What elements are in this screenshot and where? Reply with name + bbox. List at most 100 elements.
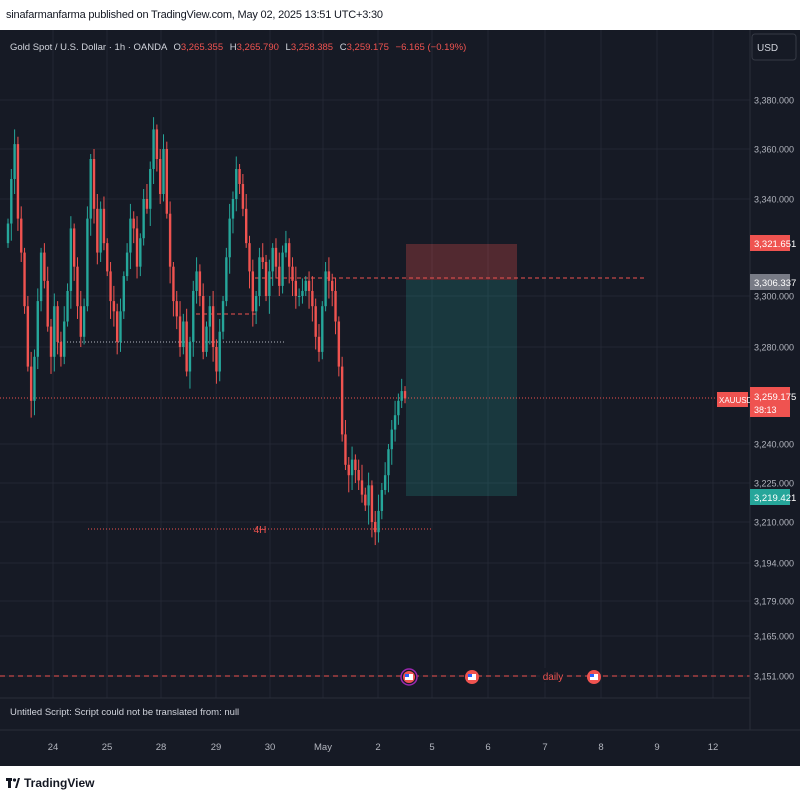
candle-body	[112, 301, 116, 312]
y-tick-label: 3,179.000	[754, 597, 794, 607]
candle-body	[284, 243, 288, 253]
stop-loss-zone[interactable]	[406, 244, 517, 280]
candle-body	[377, 510, 380, 533]
legend-symbol: Gold Spot / U.S. Dollar · 1h · OANDA	[10, 42, 168, 53]
y-tick-label: 3,240.000	[754, 440, 794, 450]
candle-body	[268, 271, 271, 296]
candle-body	[254, 296, 258, 312]
y-tick-label: 3,210.000	[754, 518, 794, 528]
symbol-price-tag: XAUUSD	[717, 392, 753, 407]
candle-body	[39, 252, 43, 302]
candle-body	[235, 169, 238, 199]
candle-body	[387, 449, 390, 476]
legend-high: 3,265.790	[237, 42, 279, 53]
candle-body	[297, 296, 301, 297]
legend-open-label: O	[173, 42, 180, 53]
svg-text:38:13: 38:13	[754, 405, 777, 415]
candle-body	[245, 208, 248, 244]
candle-body	[291, 266, 294, 281]
x-tick-label: 28	[156, 742, 167, 753]
legend-close-label: C	[340, 42, 347, 53]
price-chart[interactable]: 4H daily Gold Spot / U.S	[0, 30, 800, 766]
y-tick-label: 3,225.000	[754, 479, 794, 489]
currency-button[interactable]: USD	[751, 33, 797, 61]
level-daily-label: daily	[543, 672, 564, 683]
tradingview-brand[interactable]: TradingView	[6, 776, 94, 790]
candle-body	[344, 434, 347, 465]
candle-body	[198, 271, 202, 296]
candle-body	[354, 459, 357, 470]
candle-body	[208, 306, 212, 327]
candle-body	[59, 341, 63, 357]
candle-body	[10, 179, 13, 224]
y-tick-label: 3,360.000	[754, 145, 794, 155]
candle-body	[158, 159, 162, 194]
legend-close: 3,259.175	[347, 42, 389, 53]
candle-body	[400, 391, 403, 401]
y-tick-label: 3,165.000	[754, 632, 794, 642]
y-tick-label: 3,340.000	[754, 195, 794, 205]
candle-body	[350, 459, 354, 476]
ohlc-legend: Gold Spot / U.S. Dollar · 1h · OANDA O 3,…	[10, 42, 466, 53]
candle-body	[215, 347, 218, 372]
time-axis[interactable]: 24 25 28 29 30 May 2 5 6 7 8 9 12	[48, 742, 719, 753]
tradingview-logo-icon	[6, 778, 20, 788]
x-tick-label: 2	[375, 742, 380, 753]
candle-body	[374, 522, 377, 533]
candle-body	[357, 470, 360, 481]
candle-body	[168, 213, 172, 267]
candle-body	[251, 271, 255, 312]
candle-body	[63, 321, 66, 357]
candle-body	[364, 494, 367, 506]
us-flag-event-icon[interactable]	[465, 670, 479, 684]
candle-body	[331, 280, 334, 291]
candle-body	[92, 159, 96, 209]
legend-high-label: H	[230, 42, 237, 53]
candle-body	[205, 326, 208, 352]
us-flag-event-icon[interactable]	[400, 668, 418, 686]
price-axis[interactable]: 3,380.000 3,360.000 3,340.000 3,300.000 3,28…	[754, 96, 794, 682]
candle-body	[324, 271, 327, 307]
candle-body	[367, 485, 370, 506]
svg-text:USD: USD	[757, 43, 778, 54]
candle-body	[115, 311, 119, 342]
candle-body	[231, 199, 235, 219]
candle-body	[218, 331, 221, 372]
y-tick-label: 3,380.000	[754, 96, 794, 106]
candle-body	[129, 218, 132, 253]
candle-body	[278, 266, 281, 286]
candle-body	[119, 311, 122, 342]
x-tick-label: 25	[102, 742, 113, 753]
candle-body	[96, 208, 99, 253]
candle-body	[327, 271, 331, 281]
candle-body	[99, 208, 102, 253]
current-price-tag: 3,259.175 38:13	[750, 387, 796, 417]
publisher-header: sinafarmanfarma published on TradingView…	[0, 0, 800, 30]
candle-body	[23, 252, 26, 307]
chart-area[interactable]: 4H daily Gold Spot / U.S	[0, 30, 800, 766]
y-tick-label: 3,300.000	[754, 292, 794, 302]
x-tick-label: May	[314, 742, 332, 753]
candle-body	[122, 276, 125, 312]
us-flag-event-icon[interactable]	[587, 670, 601, 684]
take-profit-zone[interactable]	[406, 280, 517, 496]
candle-body	[102, 208, 106, 244]
candle-body	[403, 391, 407, 399]
y-tick-label: 3,280.000	[754, 343, 794, 353]
candle-body	[258, 257, 261, 296]
candle-body	[294, 280, 298, 296]
script-error-message: Untitled Script: Script could not be tra…	[10, 707, 239, 718]
svg-text:3,321.651: 3,321.651	[754, 239, 796, 250]
target-price-tag: 3,219.421	[750, 489, 796, 505]
candle-body	[383, 475, 387, 490]
candle-body	[53, 306, 56, 357]
x-tick-label: 12	[708, 742, 719, 753]
candle-body	[307, 280, 311, 291]
candle-body	[274, 247, 278, 267]
x-tick-label: 8	[598, 742, 603, 753]
x-tick-label: 24	[48, 742, 59, 753]
candle-body	[201, 296, 205, 352]
candle-body	[228, 218, 231, 258]
candle-body	[192, 290, 195, 342]
candle-body	[86, 218, 89, 307]
